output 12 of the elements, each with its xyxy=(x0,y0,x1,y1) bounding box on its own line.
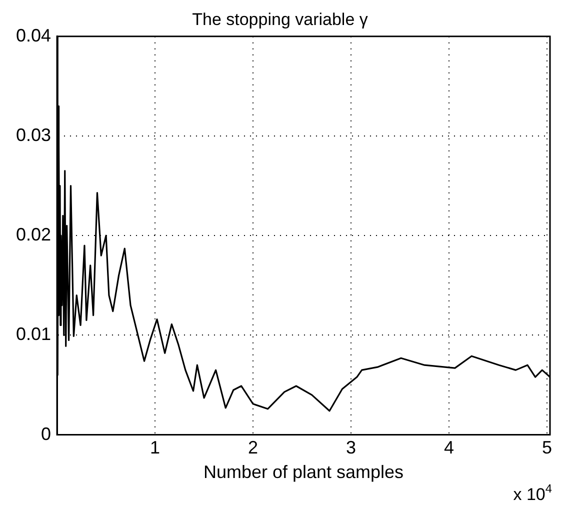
x-tick-label: 3 xyxy=(346,438,356,458)
chart-title: The stopping variable γ xyxy=(192,10,368,29)
y-tick-label: 0.04 xyxy=(16,25,52,46)
x-axis-title: Number of plant samples xyxy=(203,462,404,482)
x-tick-label: 2 xyxy=(248,438,258,458)
x-tick-label: 5 xyxy=(542,438,552,458)
x-tick-label: 4 xyxy=(444,438,454,458)
y-tick-label: 0.02 xyxy=(16,224,52,245)
y-tick-label: 0 xyxy=(41,424,52,444)
x-tick-label: 1 xyxy=(150,438,160,458)
y-tick-label: 0.01 xyxy=(16,324,52,344)
y-tick-label: 0.03 xyxy=(16,124,52,145)
